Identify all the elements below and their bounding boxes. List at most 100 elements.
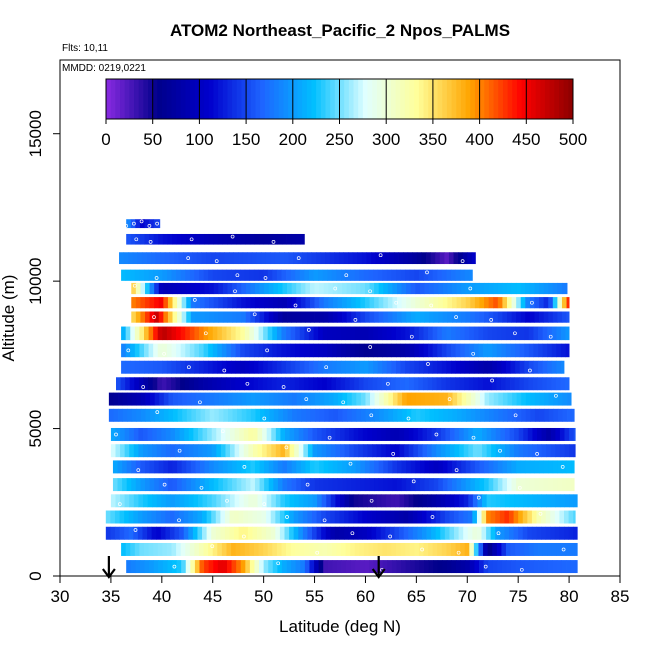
- heatmap-cell: [417, 510, 423, 524]
- latitude-markers: [101, 556, 386, 579]
- heatmap-cell: [524, 560, 530, 574]
- heatmap-cell: [135, 460, 141, 474]
- heatmap-cell: [538, 343, 544, 358]
- heatmap-cell: [327, 542, 333, 556]
- colorbar-cell: [456, 79, 462, 119]
- heatmap-cell: [363, 326, 369, 341]
- heatmap-cell: [197, 427, 203, 441]
- heatmap-cell: [300, 478, 306, 492]
- colorbar-cell: [180, 79, 186, 119]
- heatmap-band: [110, 444, 576, 458]
- heatmap-cell: [220, 494, 226, 508]
- heatmap-cell: [360, 460, 366, 474]
- heatmap-cell: [557, 311, 563, 323]
- heatmap-cell: [200, 408, 206, 422]
- heatmap-cell: [487, 360, 493, 374]
- heatmap-cell: [432, 377, 438, 391]
- heatmap-cell: [510, 542, 516, 556]
- heatmap-cell: [177, 392, 183, 406]
- heatmap-cell: [186, 282, 192, 295]
- heatmap-cell: [500, 494, 506, 508]
- heatmap-cell: [435, 510, 441, 524]
- heatmap-cell: [376, 494, 382, 508]
- heatmap-cell: [368, 343, 374, 358]
- heatmap-cell: [316, 526, 322, 540]
- heatmap-cell: [368, 326, 374, 341]
- heatmap-cell: [573, 510, 576, 524]
- sample-point: [139, 219, 144, 224]
- heatmap-cell: [317, 494, 323, 508]
- heatmap-cell: [278, 408, 284, 422]
- heatmap-cell: [186, 392, 192, 406]
- heatmap-cell: [249, 269, 255, 281]
- heatmap-cell: [280, 427, 286, 441]
- heatmap-cell: [548, 392, 554, 406]
- heatmap-cell: [383, 392, 389, 406]
- heatmap-cell: [226, 560, 232, 574]
- heatmap-cell: [221, 360, 227, 374]
- heatmap-cell: [412, 510, 418, 524]
- heatmap-cell: [188, 526, 194, 540]
- heatmap-cell: [497, 478, 503, 492]
- heatmap-cell: [272, 326, 278, 341]
- heatmap-cell: [295, 360, 301, 374]
- heatmap-cell: [472, 510, 478, 524]
- heatmap-cell: [300, 311, 306, 323]
- heatmap-cell: [504, 494, 510, 508]
- heatmap-cell: [122, 392, 128, 406]
- heatmap-cell: [459, 427, 465, 441]
- heatmap-cell: [415, 460, 421, 474]
- sample-point: [124, 224, 129, 228]
- heatmap-cell: [464, 326, 470, 341]
- sample-point: [528, 368, 532, 373]
- heatmap-cell: [204, 311, 210, 323]
- heatmap-cell: [389, 510, 395, 524]
- heatmap-cell: [266, 510, 272, 524]
- heatmap-cell: [319, 460, 325, 474]
- heatmap-band: [108, 392, 572, 406]
- heatmap-cell: [154, 392, 160, 406]
- sample-point: [454, 468, 459, 472]
- heatmap-cell: [293, 510, 299, 524]
- heatmap-cell: [263, 233, 269, 245]
- heatmap-cell: [449, 427, 455, 441]
- sample-point: [154, 276, 159, 280]
- heatmap-cell: [131, 392, 137, 406]
- heatmap-cell: [387, 297, 393, 309]
- colorbar-cell: [554, 79, 560, 119]
- heatmap-cell: [317, 427, 323, 441]
- sample-point: [284, 445, 289, 450]
- heatmap-cell: [199, 233, 205, 245]
- sample-point: [471, 435, 476, 440]
- heatmap-cell: [166, 360, 172, 374]
- sample-point: [304, 397, 309, 401]
- heatmap-cell: [443, 408, 449, 422]
- heatmap-cell: [519, 542, 525, 556]
- heatmap-cell: [445, 444, 451, 458]
- colorbar-tick-label: 250: [325, 130, 353, 149]
- colorbar-cell: [428, 79, 434, 119]
- heatmap-cell: [295, 343, 301, 358]
- heatmap-cell: [533, 326, 539, 341]
- heatmap-cell: [433, 297, 439, 309]
- heatmap-cell: [364, 311, 370, 323]
- heatmap-cell: [132, 252, 138, 265]
- heatmap-cell: [386, 326, 392, 341]
- heatmap-cell: [431, 526, 437, 540]
- heatmap-cell: [377, 377, 383, 391]
- heatmap-band: [116, 377, 570, 391]
- heatmap-cell: [391, 360, 397, 374]
- heatmap-cell: [428, 360, 434, 374]
- heatmap-cell: [280, 494, 286, 508]
- x-axis: 30 35 40 45 50 55 60 65 70 75 80 85: [51, 576, 629, 606]
- heatmap-cell: [271, 377, 277, 391]
- heatmap-cell: [254, 311, 260, 323]
- heatmap-cell: [328, 311, 334, 323]
- heatmap-cell: [560, 542, 566, 556]
- heatmap-cell: [262, 494, 268, 508]
- heatmap-cell: [223, 408, 229, 422]
- heatmap-cell: [344, 494, 350, 508]
- heatmap-cell: [466, 408, 472, 422]
- heatmap-cell: [124, 427, 130, 441]
- heatmap-cell: [183, 252, 189, 265]
